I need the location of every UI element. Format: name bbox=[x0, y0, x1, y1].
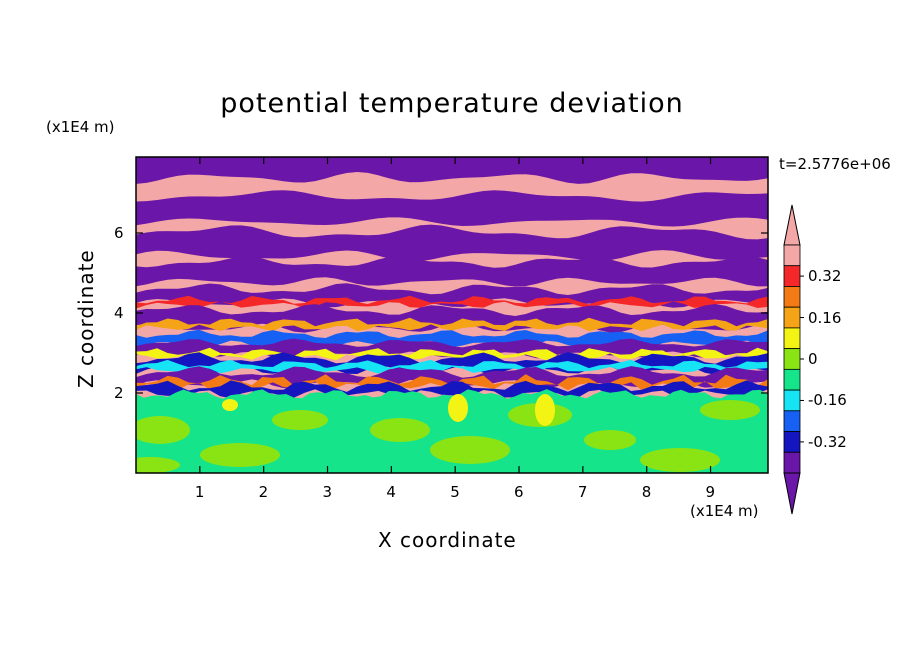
stripe bbox=[136, 157, 768, 184]
x-tick-label: 3 bbox=[322, 483, 333, 501]
colorbar-bin bbox=[783, 410, 801, 432]
stripe bbox=[136, 256, 768, 287]
colorbar-bin bbox=[783, 306, 801, 329]
stripe bbox=[136, 224, 768, 262]
x-axis-label: X coordinate bbox=[378, 528, 517, 552]
green-patch bbox=[200, 443, 280, 467]
colorbar-tick-label: 0.32 bbox=[808, 267, 842, 286]
green-patch bbox=[640, 448, 720, 472]
colorbar-bottom-arrow bbox=[783, 472, 801, 515]
colorbar-tick-label: -0.16 bbox=[808, 391, 847, 410]
x-tick-label: 8 bbox=[641, 483, 652, 501]
green-patch bbox=[136, 457, 180, 473]
colorbar-bin bbox=[783, 327, 801, 350]
yellow-patch bbox=[535, 394, 555, 426]
y-tick-label: 4 bbox=[114, 304, 124, 322]
x-tick-label: 1 bbox=[194, 483, 205, 501]
green-patch bbox=[136, 416, 190, 444]
colorbar-bin bbox=[783, 431, 801, 453]
colorbar-bin bbox=[783, 348, 801, 370]
plot-frame bbox=[135, 156, 769, 474]
colorbar-bin bbox=[783, 451, 801, 474]
colorbar-bin bbox=[783, 389, 801, 412]
colorbar-top-arrow bbox=[783, 204, 801, 246]
x-tick-label: 9 bbox=[705, 483, 716, 501]
x-tick-label: 7 bbox=[577, 483, 588, 501]
y-tick-label: 6 bbox=[114, 224, 124, 242]
x-tick-label: 2 bbox=[258, 483, 269, 501]
colorbar-tick-label: 0 bbox=[808, 350, 818, 368]
y-axis-unit: (x1E4 m) bbox=[46, 118, 115, 136]
colorbar-bin bbox=[783, 368, 801, 391]
heatmap-field bbox=[136, 157, 768, 473]
stripe bbox=[136, 190, 768, 227]
yellow-patch bbox=[448, 394, 468, 422]
green-patch bbox=[370, 418, 430, 442]
colorbar-bin bbox=[783, 244, 801, 267]
colorbar-bin bbox=[783, 265, 801, 287]
yellow-patch bbox=[222, 399, 238, 411]
stripe bbox=[136, 359, 768, 374]
green-patch bbox=[272, 410, 328, 430]
x-tick-label: 4 bbox=[386, 483, 396, 501]
y-tick-label: 2 bbox=[114, 384, 124, 402]
chart-title: potential temperature deviation bbox=[220, 88, 684, 119]
x-axis-unit: (x1E4 m) bbox=[690, 502, 759, 520]
x-tick-label: 6 bbox=[514, 483, 524, 501]
lower-layer bbox=[136, 389, 768, 473]
green-patch bbox=[700, 400, 760, 420]
green-patch bbox=[584, 430, 636, 450]
colorbar-tick-label: -0.32 bbox=[808, 432, 847, 451]
colorbar-bin bbox=[783, 286, 801, 308]
stripe bbox=[136, 317, 768, 332]
time-label: t=2.5776e+06 bbox=[779, 155, 891, 173]
colorbar-tick-label: 0.16 bbox=[808, 308, 842, 327]
x-tick-label: 5 bbox=[450, 483, 460, 501]
green-patch bbox=[430, 436, 510, 464]
